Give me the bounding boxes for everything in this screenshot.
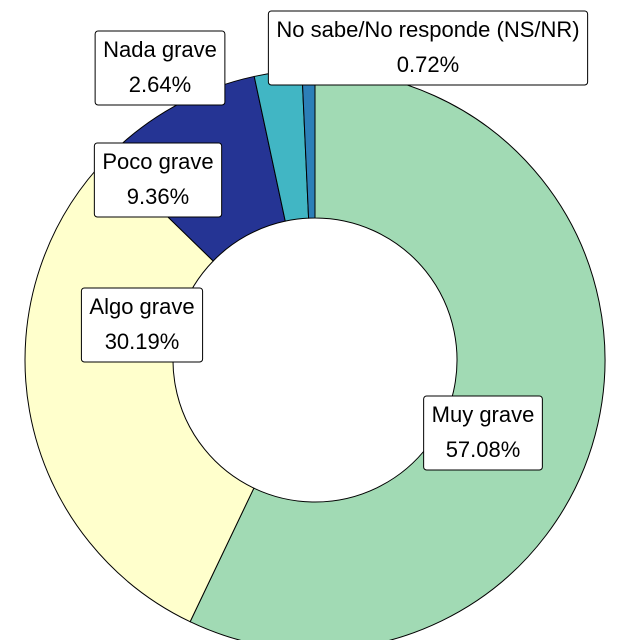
label-category: Poco grave <box>102 149 213 174</box>
label-box <box>80 287 204 363</box>
label-category: Muy grave <box>432 402 535 427</box>
data-label: Poco grave 9.36% <box>93 142 223 218</box>
label-value: 57.08% <box>446 437 521 462</box>
label-value: 2.64% <box>129 72 191 97</box>
label-value: 0.72% <box>397 52 459 77</box>
label-category: No sabe/No responde (NS/NR) <box>276 17 579 42</box>
data-label: Nada grave 2.64% <box>94 30 226 106</box>
label-value: 9.36% <box>127 184 189 209</box>
data-label: Algo grave 30.19% <box>80 287 204 363</box>
data-label: No sabe/No responde (NS/NR) 0.72% <box>267 10 589 86</box>
label-value: 30.19% <box>105 329 180 354</box>
label-box <box>267 10 589 86</box>
data-label: Muy grave 57.08% <box>423 395 543 471</box>
donut-slice <box>189 69 606 640</box>
label-box <box>93 142 223 218</box>
label-category: Nada grave <box>103 37 217 62</box>
label-category: Algo grave <box>89 294 194 319</box>
label-box <box>94 30 226 106</box>
label-box <box>423 395 543 471</box>
donut-slice <box>24 157 255 623</box>
